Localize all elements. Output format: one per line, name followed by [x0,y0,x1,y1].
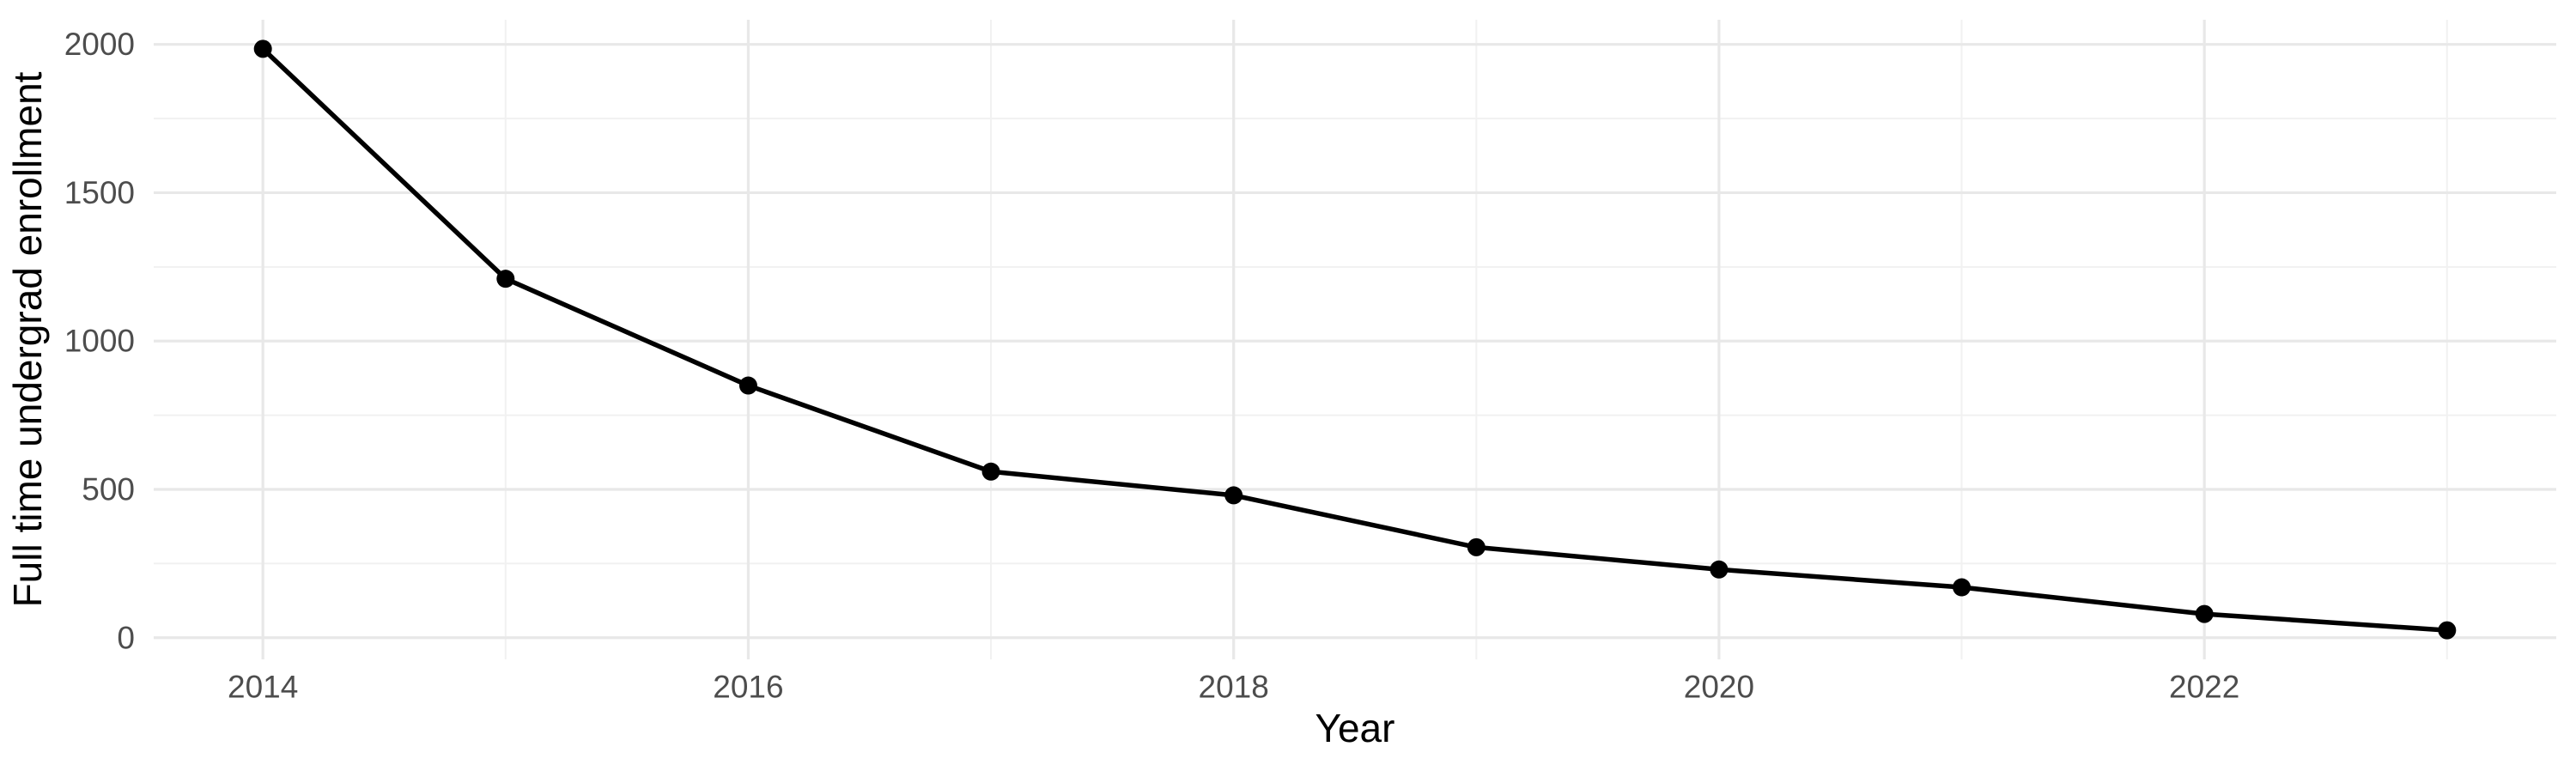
data-point [496,270,515,288]
y-tick-label: 1500 [64,175,135,210]
y-axis-tick-labels: 0 500 1000 1500 2000 [64,27,135,655]
y-tick-label: 500 [82,472,135,507]
y-tick-label: 2000 [64,27,135,62]
gridlines-minor [154,20,2556,659]
data-point [1953,578,1971,597]
y-tick-label: 1000 [64,324,135,359]
data-point [2195,604,2214,623]
data-point [1710,560,1728,579]
data-point [1224,486,1243,505]
x-tick-label: 2022 [2169,670,2239,705]
data-point [2438,621,2457,640]
x-tick-label: 2014 [228,670,298,705]
data-point [981,462,1000,481]
y-axis-title: Full time undergrad enrollment [5,71,50,607]
data-point [253,39,272,58]
x-axis-title: Year [1315,706,1395,750]
x-tick-label: 2018 [1199,670,1269,705]
data-point [738,376,757,395]
data-point [1467,537,1485,556]
gridlines-major [154,20,2556,659]
x-tick-label: 2020 [1684,670,1754,705]
data-series [253,39,2457,640]
enrollment-trend-line [261,46,2448,633]
x-axis-tick-labels: 2014 2016 2018 2020 2022 [228,670,2239,705]
x-tick-label: 2016 [713,670,783,705]
y-tick-label: 0 [117,620,135,655]
